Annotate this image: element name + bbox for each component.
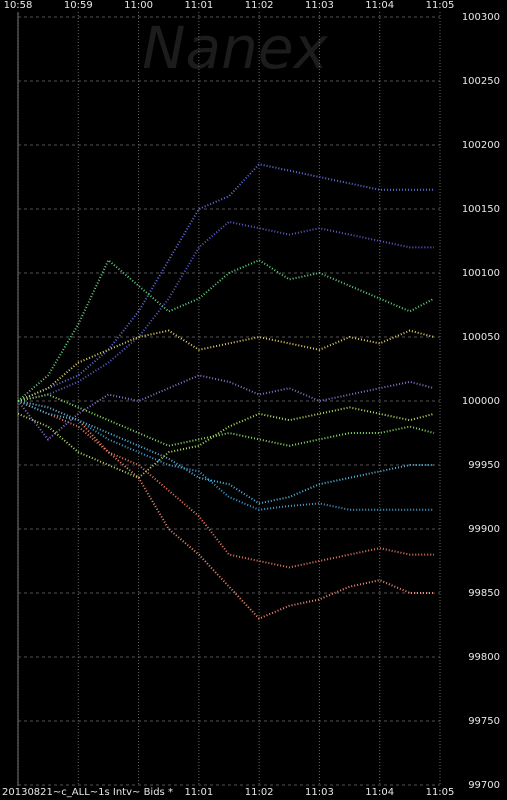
y-tick-label: 100000 — [462, 396, 500, 407]
y-tick-label: 99800 — [468, 652, 500, 663]
y-tick-label: 100150 — [462, 204, 500, 215]
y-tick-label: 99900 — [468, 524, 500, 535]
y-tick-label: 99850 — [468, 588, 500, 599]
y-tick-label: 100200 — [462, 140, 500, 151]
x-tick-label: 11:03 — [305, 0, 334, 11]
series-line — [17, 400, 434, 505]
y-tick-label: 99750 — [468, 716, 500, 727]
x-tick-label: 11:01 — [184, 0, 213, 11]
x-tick-label: 11:03 — [305, 787, 334, 798]
y-tick-label: 99700 — [468, 780, 500, 791]
series-line — [17, 400, 434, 620]
x-tick-label: 11:04 — [365, 787, 394, 798]
series-line — [17, 220, 434, 402]
caption: 20130821~c_ALL~1s Intv~ Bids * — [2, 787, 173, 798]
x-tick-label: 11:02 — [245, 0, 274, 11]
x-tick-label: 11:05 — [426, 787, 455, 798]
x-tick-label: 11:00 — [124, 0, 153, 11]
x-tick-label: 11:04 — [365, 0, 394, 11]
x-tick-label: 11:02 — [245, 787, 274, 798]
y-tick-label: 99950 — [468, 460, 500, 471]
x-tick-label: 11:05 — [426, 0, 455, 11]
x-tick-label: 10:59 — [64, 0, 93, 11]
series-line — [17, 400, 434, 569]
series-line — [17, 163, 434, 402]
series-line — [17, 258, 435, 402]
series-line — [17, 400, 434, 511]
x-tick-label: 11:01 — [184, 787, 213, 798]
x-tick-label: 10:58 — [4, 0, 33, 11]
y-tick-label: 100100 — [462, 268, 500, 279]
series-line — [17, 406, 435, 479]
y-tick-label: 100050 — [462, 332, 500, 343]
y-tick-label: 100300 — [462, 12, 500, 23]
y-tick-label: 100250 — [462, 76, 500, 87]
watermark: Nanex — [142, 14, 328, 82]
series-line — [17, 393, 435, 447]
